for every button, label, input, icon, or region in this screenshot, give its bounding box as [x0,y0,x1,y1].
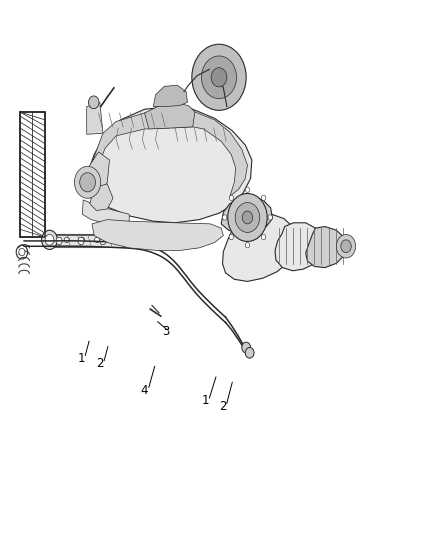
Ellipse shape [110,237,115,243]
Circle shape [245,187,250,192]
Circle shape [235,203,260,232]
Text: 3: 3 [162,325,169,338]
Circle shape [242,342,251,353]
Circle shape [245,243,250,248]
Circle shape [229,195,233,200]
Circle shape [261,195,266,200]
Bar [45,234,180,246]
Circle shape [42,230,57,249]
Ellipse shape [125,237,130,243]
Text: 2: 2 [219,400,226,413]
Circle shape [192,44,246,110]
Circle shape [245,348,254,358]
Circle shape [261,235,266,240]
Polygon shape [145,102,195,129]
Polygon shape [306,227,346,268]
Circle shape [242,211,253,224]
Polygon shape [221,197,272,233]
Ellipse shape [79,237,85,243]
Circle shape [19,248,25,256]
Circle shape [223,215,227,220]
Circle shape [211,68,227,87]
Circle shape [80,173,95,192]
Ellipse shape [95,237,100,243]
Text: 4: 4 [141,384,148,397]
Polygon shape [81,107,252,223]
Text: 1: 1 [201,394,209,407]
Circle shape [268,215,272,220]
Text: 1: 1 [77,352,85,365]
Bar [20,112,45,237]
Circle shape [229,235,233,240]
Polygon shape [275,223,322,271]
Circle shape [78,237,84,245]
Bar [20,112,45,237]
Circle shape [228,193,267,241]
Polygon shape [173,112,247,196]
Circle shape [100,237,106,245]
Circle shape [201,56,237,99]
Ellipse shape [140,237,145,243]
Circle shape [74,166,101,198]
Circle shape [174,233,185,246]
Polygon shape [87,102,103,134]
Ellipse shape [49,237,54,243]
Polygon shape [85,152,110,193]
Polygon shape [92,112,171,171]
Polygon shape [153,85,187,107]
Circle shape [56,237,62,245]
Polygon shape [223,214,296,281]
Circle shape [341,240,351,253]
Ellipse shape [155,237,160,243]
Ellipse shape [64,237,70,243]
Circle shape [336,235,356,258]
Circle shape [45,235,54,245]
Polygon shape [90,184,113,211]
Polygon shape [82,200,129,225]
Circle shape [88,96,99,109]
Circle shape [16,245,28,259]
Polygon shape [92,220,223,251]
Text: 2: 2 [96,357,104,370]
